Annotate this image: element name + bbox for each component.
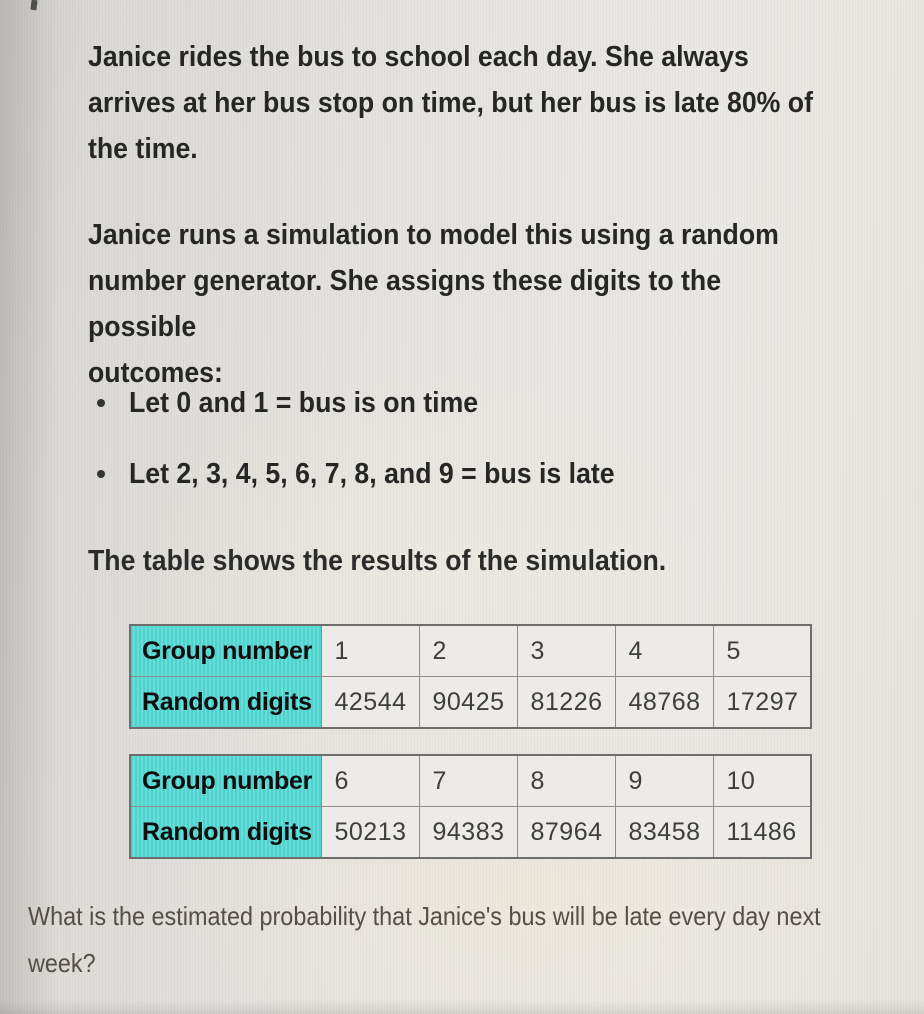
- table-header-cell: Random digits: [129, 676, 322, 729]
- bullet-item-late: Let 2, 3, 4, 5, 6, 7, 8, and 9 = bus is …: [97, 459, 657, 489]
- table-value-cell: 10: [712, 754, 812, 807]
- table-value-cell: 1: [320, 624, 420, 677]
- table-value-cell: 3: [516, 624, 616, 677]
- table-value-cell: 2: [418, 624, 518, 677]
- problem-paragraph-2: Janice runs a simulation to model this u…: [88, 219, 779, 389]
- table-value-cell: 11486: [712, 806, 812, 859]
- table-value-cell: 7: [418, 754, 518, 807]
- table-header-cell: Random digits: [129, 806, 322, 859]
- table-row-random-digits: Random digits 50213 94383 87964 83458 11…: [129, 806, 812, 859]
- photo-left-shadow: [0, 0, 58, 1014]
- table-value-cell: 42544: [320, 676, 420, 729]
- table-value-cell: 90425: [418, 676, 518, 729]
- bullet-text-on-time: Let 0 and 1 = bus is on time: [129, 387, 479, 419]
- table-value-cell: 6: [320, 754, 420, 807]
- table-value-cell: 50213: [320, 806, 420, 859]
- table-value-cell: 4: [614, 624, 714, 677]
- table-intro-text: The table shows the results of the simul…: [88, 545, 667, 577]
- table-value-cell: 87964: [516, 806, 616, 859]
- table-value-cell: 81226: [516, 676, 616, 729]
- table-value-cell: 8: [516, 754, 616, 807]
- problem-paragraph-1: Janice rides the bus to school each day.…: [88, 41, 813, 165]
- screen-smudge-mark: [30, 0, 38, 11]
- bullet-dot-icon: [97, 399, 105, 407]
- question-text: What is the estimated probability that J…: [28, 901, 821, 978]
- table-value-cell: 48768: [614, 676, 714, 729]
- simulation-table-groups-6-10: Group number 6 7 8 9 10 Random digits 50…: [129, 754, 812, 859]
- simulation-table-groups-1-5: Group number 1 2 3 4 5 Random digits 425…: [129, 624, 812, 729]
- table-value-cell: 17297: [712, 676, 812, 729]
- photo-bottom-shadow: [0, 1000, 924, 1014]
- table-row-group-number: Group number 6 7 8 9 10: [129, 754, 812, 807]
- bullet-item-on-time: Let 0 and 1 = bus is on time: [97, 388, 657, 418]
- table-row-group-number: Group number 1 2 3 4 5: [129, 624, 812, 677]
- table-value-cell: 5: [712, 624, 812, 677]
- table-value-cell: 9: [614, 754, 714, 807]
- table-header-cell: Group number: [129, 754, 322, 807]
- bullet-text-late: Let 2, 3, 4, 5, 6, 7, 8, and 9 = bus is …: [129, 458, 615, 490]
- bullet-dot-icon: [97, 470, 105, 478]
- table-row-random-digits: Random digits 42544 90425 81226 48768 17…: [129, 676, 812, 729]
- table-value-cell: 94383: [418, 806, 518, 859]
- table-header-cell: Group number: [129, 624, 322, 677]
- table-value-cell: 83458: [614, 806, 714, 859]
- outcome-bullet-list: Let 0 and 1 = bus is on time Let 2, 3, 4…: [97, 388, 657, 530]
